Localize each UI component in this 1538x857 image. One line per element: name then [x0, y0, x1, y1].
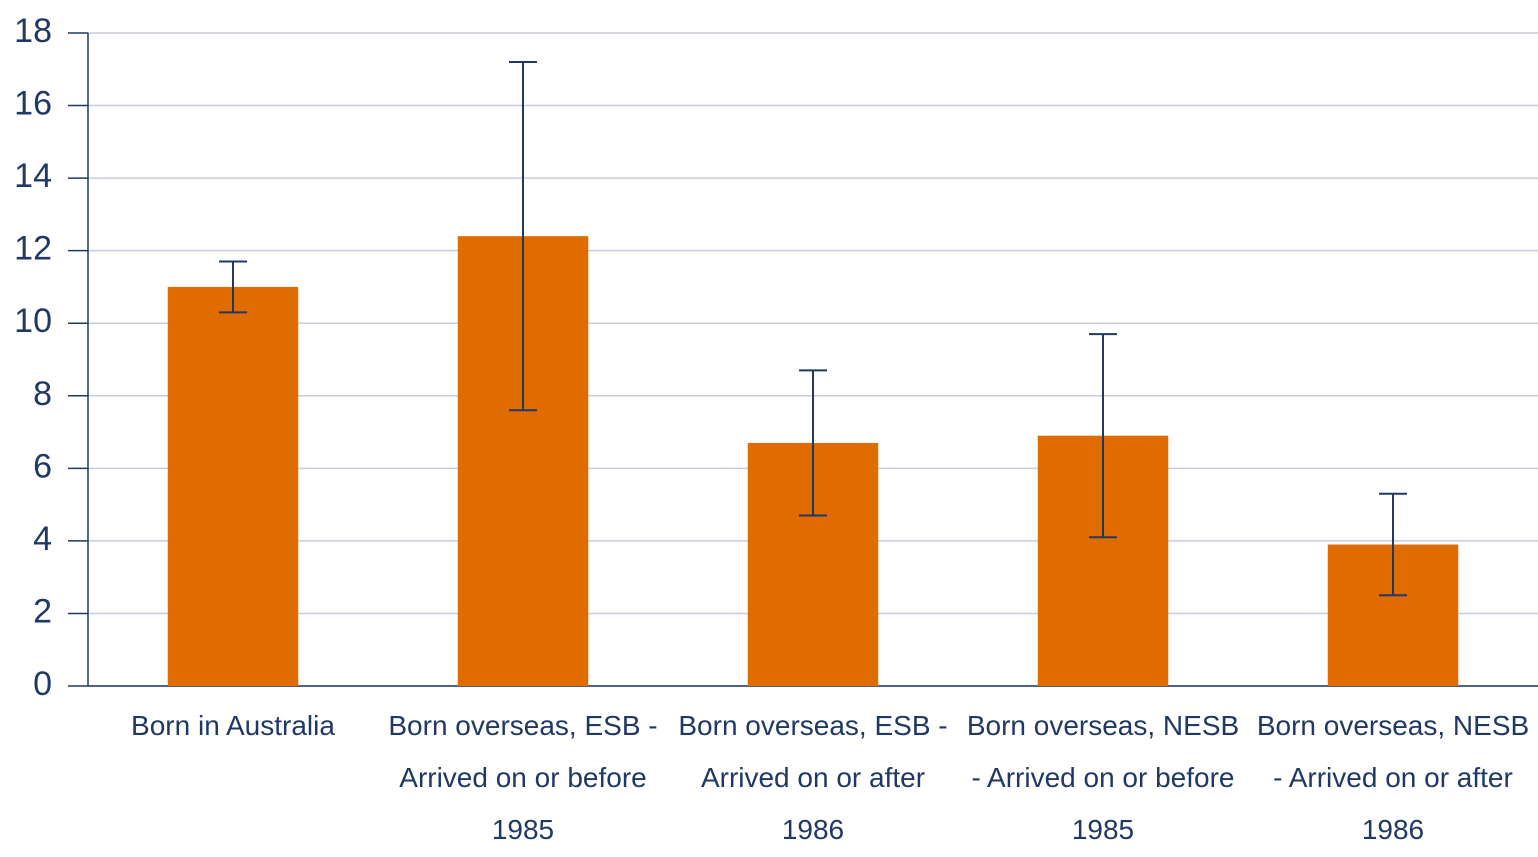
error-bar	[799, 369, 827, 517]
error-bar	[509, 61, 537, 412]
y-tick-label: 8	[33, 375, 52, 413]
error-bar	[1379, 492, 1407, 597]
y-tick-label: 18	[14, 12, 52, 50]
y-tick-label: 14	[14, 157, 52, 195]
x-tick-label: Born overseas, ESB - Arrived on or after…	[678, 710, 948, 845]
error-bar	[219, 260, 247, 314]
x-tick-label: Born overseas, NESB - Arrived on or befo…	[966, 710, 1240, 845]
y-tick-label: 10	[14, 302, 52, 340]
y-tick-label: 16	[14, 85, 52, 123]
bar	[167, 286, 299, 686]
error-bar	[1089, 333, 1117, 539]
x-tick-label: Born overseas, ESB - Arrived on or befor…	[388, 710, 658, 845]
y-tick-label: 12	[14, 230, 52, 268]
y-tick-label: 4	[33, 520, 52, 558]
y-tick-label: 6	[33, 447, 52, 485]
x-tick-label: Born overseas, NESB - Arrived on or afte…	[1256, 710, 1530, 845]
x-tick-label: Born in Australia	[131, 710, 335, 741]
y-tick-label: 0	[33, 665, 52, 703]
y-tick-label: 2	[33, 592, 52, 630]
